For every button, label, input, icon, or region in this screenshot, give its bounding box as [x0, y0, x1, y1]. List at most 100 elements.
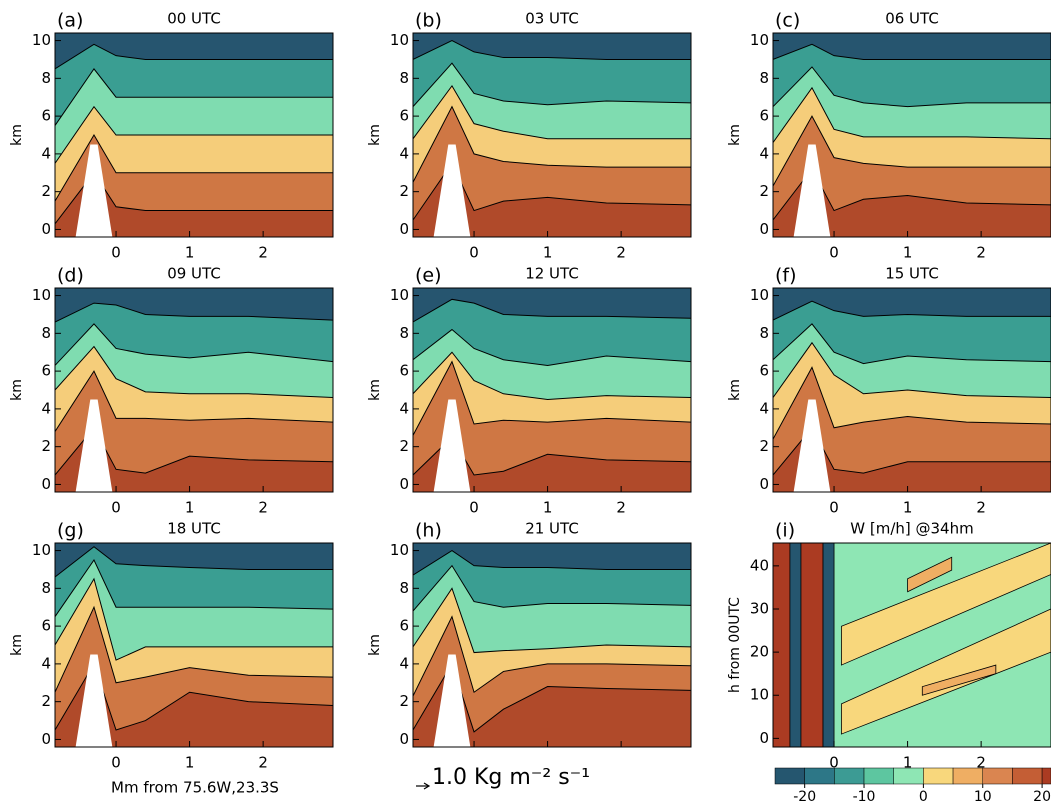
colorbar-segment [863, 767, 894, 785]
y-tick-label: 8 [399, 324, 409, 342]
y-tick-label: 2 [399, 692, 409, 710]
y-tick-label: 10 [32, 286, 51, 304]
terrain [793, 399, 831, 492]
y-tick-label: 0 [399, 220, 409, 238]
y-tick-label: 10 [750, 31, 769, 49]
y-tick-label: 4 [399, 399, 409, 417]
x-tick-label: 1 [903, 754, 913, 772]
panel-label: (i) [775, 520, 795, 542]
y-tick-label: 20 [750, 643, 769, 661]
panel-label: (a) [57, 10, 83, 32]
y-tick-label: 10 [750, 686, 769, 704]
y-tick-label: 6 [759, 107, 769, 125]
y-tick-label: 8 [399, 579, 409, 597]
panel-title: 18 UTC [167, 520, 221, 538]
y-tick-label: 4 [399, 144, 409, 162]
x-tick-label: 0 [829, 499, 839, 517]
colorbar-segment [1041, 767, 1051, 785]
y-tick-label: 2 [759, 182, 769, 200]
panel-frame [54, 32, 334, 238]
y-tick-label: 0 [41, 475, 51, 493]
y-tick-label: 10 [390, 31, 409, 49]
x-tick-label: 2 [616, 244, 626, 262]
panel-frame [772, 542, 1051, 748]
y-tick-label: 2 [399, 182, 409, 200]
y-tick-label: 8 [759, 69, 769, 87]
y-tick-label: 8 [41, 69, 51, 87]
x-tick-label: 0 [829, 754, 839, 772]
panel-label: (f) [775, 265, 797, 287]
terrain [433, 399, 471, 492]
y-tick-label: 0 [399, 475, 409, 493]
colorbar-segment [923, 767, 954, 785]
terrain [75, 654, 113, 747]
colorbar-tick-label: 0 [919, 789, 928, 804]
x-tick-label: 0 [111, 754, 121, 772]
vector-key-label: 1.0 Kg m⁻² s⁻¹ [432, 765, 590, 790]
panel-title: 09 UTC [167, 265, 221, 283]
x-tick-label: 2 [976, 499, 986, 517]
x-tick-label: 0 [469, 499, 479, 517]
vector-key-arrow-head [423, 782, 431, 790]
colorbar-segment [774, 767, 805, 785]
y-tick-label: 40 [750, 556, 769, 574]
x-tick-label: 2 [616, 499, 626, 517]
y-tick-label: 10 [750, 286, 769, 304]
y-tick-label: 0 [759, 729, 769, 747]
y-tick-label: 8 [399, 69, 409, 87]
colorbar-tick-label: 10 [974, 789, 992, 804]
x-tick-label: 0 [469, 244, 479, 262]
y-tick-label: 10 [390, 286, 409, 304]
colorbar-segment [804, 767, 835, 785]
panel-frame [412, 542, 692, 748]
colorbar-tick-label: -20 [793, 789, 816, 804]
panel [55, 33, 333, 237]
y-tick-label: 4 [759, 144, 769, 162]
panel [413, 288, 691, 492]
contour-layer [413, 162, 691, 237]
y-tick-label: 30 [750, 599, 769, 617]
panel-title: 00 UTC [167, 10, 221, 28]
x-tick-label: 1 [185, 754, 195, 772]
terrain [433, 144, 471, 237]
y-tick-label: 6 [41, 107, 51, 125]
x-tick-label: 1 [903, 244, 913, 262]
y-tick-label: 2 [399, 437, 409, 455]
panel-frame [772, 287, 1051, 493]
colorbar-segment [982, 767, 1013, 785]
y-tick-label: 2 [41, 182, 51, 200]
panel-frame [412, 287, 692, 493]
contour-patch [773, 543, 791, 747]
contour-layer [55, 171, 333, 237]
y-tick-label: 6 [399, 362, 409, 380]
x-tick-label: 1 [185, 499, 195, 517]
y-axis-label: km [9, 634, 25, 656]
y-axis-label: km [367, 124, 383, 146]
contour-patch [921, 664, 997, 696]
y-tick-label: 4 [41, 144, 51, 162]
contour-patch [800, 543, 824, 747]
x-tick-label: 2 [976, 244, 986, 262]
y-tick-label: 6 [41, 617, 51, 635]
y-tick-label: 2 [759, 437, 769, 455]
y-tick-label: 0 [41, 730, 51, 748]
y-tick-label: 0 [399, 730, 409, 748]
y-tick-label: 6 [399, 107, 409, 125]
y-axis-label: km [9, 379, 25, 401]
panel-frame [772, 32, 1051, 238]
panel [55, 288, 333, 492]
panel-label: (b) [415, 10, 442, 32]
colorbar-segment [834, 767, 865, 785]
panel [773, 543, 1051, 747]
x-tick-label: 1 [185, 244, 195, 262]
contour-layer [773, 366, 1051, 492]
x-axis-label: Mm from 75.6W,23.3S [111, 779, 279, 797]
panel-label: (c) [775, 10, 800, 32]
y-tick-label: 8 [759, 324, 769, 342]
y-tick-label: 8 [41, 324, 51, 342]
y-axis-label: h from 00UTC [727, 597, 743, 693]
terrain [793, 144, 831, 237]
x-tick-label: 2 [258, 499, 268, 517]
panel-label: (g) [57, 520, 84, 542]
terrain [433, 654, 471, 747]
